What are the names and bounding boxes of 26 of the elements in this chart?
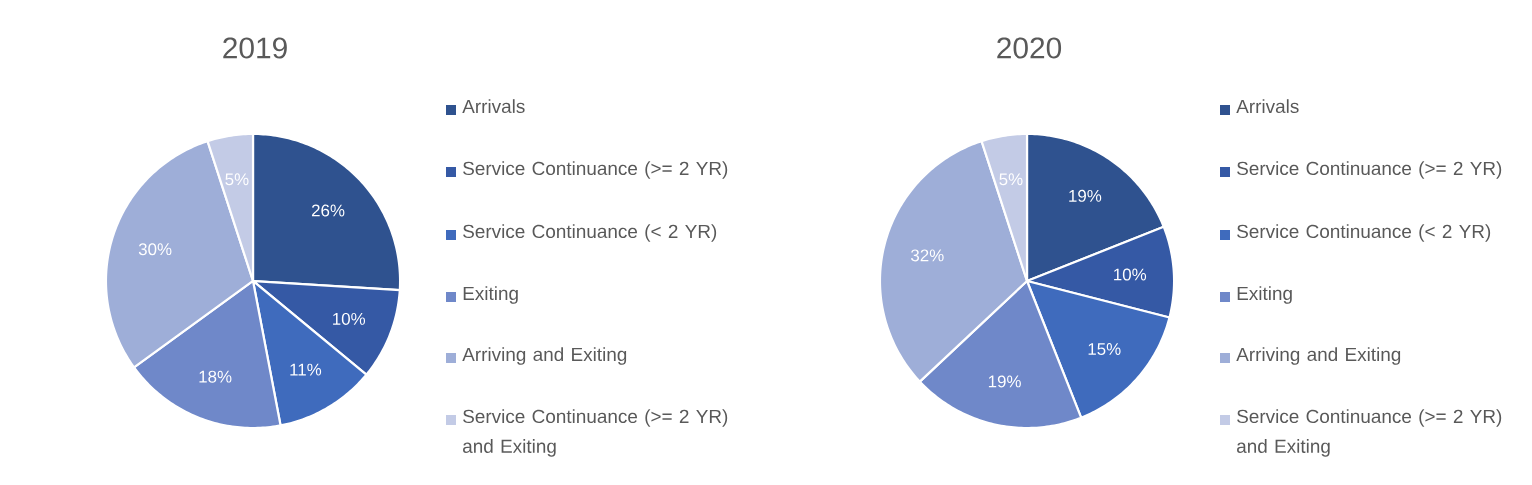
chart-title: 2020 xyxy=(997,37,1062,59)
legend-label: Exiting xyxy=(463,286,518,304)
legend-label: Service Continuance (< 2 YR) xyxy=(1237,224,1491,242)
legend-label: Arriving and Exiting xyxy=(1236,347,1401,365)
legend-label: Exiting xyxy=(1237,286,1292,304)
data-label: 11% xyxy=(290,363,322,376)
legend-label: Service Continuance (>= 2 YR) and Exiting xyxy=(1237,409,1502,457)
data-label: 10% xyxy=(1114,268,1147,281)
legend-label: Service Continuance (< 2 YR) xyxy=(463,224,717,242)
data-label: 26% xyxy=(311,204,345,217)
legend-label: Service Continuance (>= 2 YR) xyxy=(463,161,728,179)
data-label: 18% xyxy=(199,370,232,383)
data-label: 19% xyxy=(988,375,1021,388)
data-label: 10% xyxy=(333,312,366,325)
legend-label: Service Continuance (>= 2 YR) and Exiting xyxy=(463,409,728,457)
data-label: 19% xyxy=(1069,189,1102,202)
legend-label: Arrivals xyxy=(462,99,525,114)
data-label: 30% xyxy=(138,243,172,256)
legend-label: Arriving and Exiting xyxy=(462,347,627,365)
chart-title: 2019 xyxy=(223,37,287,59)
data-label: 32% xyxy=(911,249,944,262)
legend-label: Service Continuance (>= 2 YR) xyxy=(1237,161,1502,179)
data-label: 15% xyxy=(1088,343,1121,356)
data-label: 5% xyxy=(999,173,1023,186)
data-label: 5% xyxy=(225,173,249,186)
legend-label: Arrivals xyxy=(1236,99,1299,114)
